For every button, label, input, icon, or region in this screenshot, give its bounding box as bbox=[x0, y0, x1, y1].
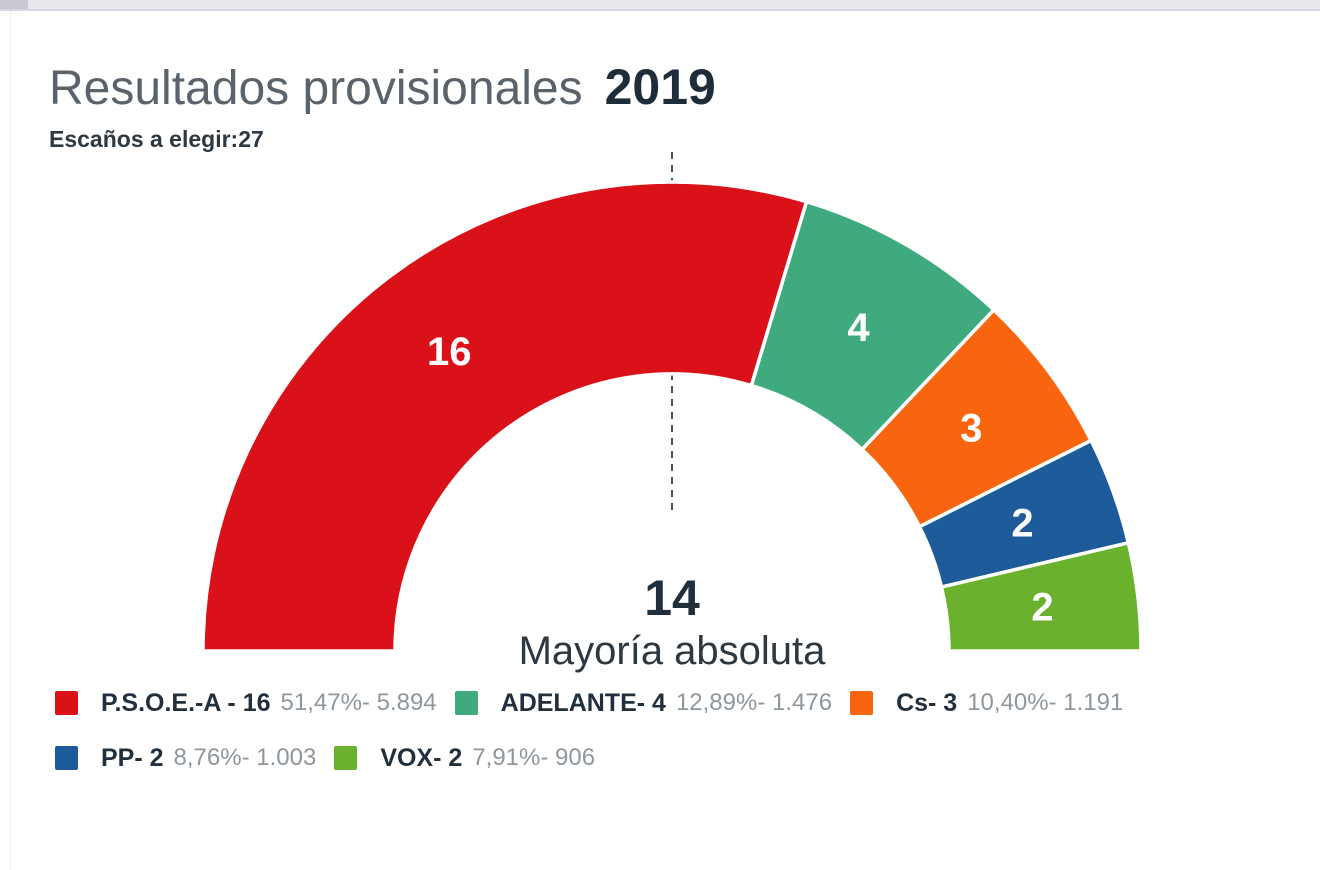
legend-swatch-p-s-o-e-a bbox=[55, 691, 78, 715]
legend-item-vox[interactable]: VOX- 2 7,91%- 906 bbox=[334, 743, 595, 773]
legend-detail-p-s-o-e-a: 51,47%- 5.894 bbox=[280, 689, 437, 716]
chart-subtitle: Escaños a elegir:27 bbox=[49, 126, 264, 152]
legend-swatch-vox bbox=[334, 746, 358, 770]
legend-item-cs[interactable]: Cs- 3 10,40%- 1.191 bbox=[850, 688, 1123, 718]
title-row: Resultados provisionales 2019 bbox=[49, 58, 716, 116]
legend-detail-cs: 10,40%- 1.191 bbox=[967, 689, 1124, 716]
segment-vox[interactable] bbox=[939, 541, 1143, 653]
segment-seat-count-adelante: 4 bbox=[847, 306, 870, 350]
legend-swatch-pp bbox=[55, 746, 78, 770]
legend-label-p-s-o-e-a: P.S.O.E.-A - 16 bbox=[101, 688, 271, 717]
legend-swatch-cs bbox=[850, 691, 874, 715]
segment-seat-count-cs: 3 bbox=[960, 406, 982, 450]
majority-callout: 14 Mayoría absoluta bbox=[519, 572, 826, 674]
legend-detail-vox: 7,91%- 906 bbox=[472, 744, 596, 771]
legend-detail-pp: 8,76%- 1.003 bbox=[173, 744, 317, 771]
chart-year: 2019 bbox=[604, 59, 716, 115]
segment-seat-count-p-s-o-e-a: 16 bbox=[427, 330, 472, 374]
legend-label-adelante: ADELANTE- 4 bbox=[500, 688, 666, 717]
majority-value: 14 bbox=[644, 570, 700, 626]
legend: P.S.O.E.-A - 16 51,47%- 5.894 ADELANTE- 4 1… bbox=[55, 688, 1215, 773]
chart-title: Resultados provisionales bbox=[49, 62, 583, 115]
legend-detail-adelante: 12,89%- 1.476 bbox=[675, 689, 833, 716]
legend-item-adelante[interactable]: ADELANTE- 4 12,89%- 1.476 bbox=[454, 688, 833, 718]
segment-seat-count-pp: 2 bbox=[1011, 501, 1033, 545]
majority-label: Mayoría absoluta bbox=[518, 629, 826, 673]
legend-item-p-s-o-e-a[interactable]: P.S.O.E.-A - 16 51,47%- 5.894 bbox=[55, 688, 437, 718]
legend-swatch-adelante bbox=[454, 691, 478, 715]
legend-item-pp[interactable]: PP- 2 8,76%- 1.003 bbox=[55, 743, 316, 773]
donut-segments bbox=[201, 180, 1143, 653]
legend-label-pp: PP- 2 bbox=[101, 743, 164, 772]
chart-header: Resultados provisionales 2019 Escaños a e… bbox=[49, 58, 716, 153]
segment-p-s-o-e-a[interactable] bbox=[201, 180, 809, 653]
segment-seat-count-vox: 2 bbox=[1031, 586, 1053, 630]
segment-seat-labels: 16 4 3 2 2 bbox=[427, 306, 1054, 630]
left-border-line bbox=[10, 11, 11, 870]
top-strip bbox=[0, 0, 1320, 11]
legend-label-vox: VOX- 2 bbox=[380, 743, 463, 772]
legend-label-cs: Cs- 3 bbox=[896, 688, 958, 717]
scrollbar-notch bbox=[0, 0, 28, 9]
